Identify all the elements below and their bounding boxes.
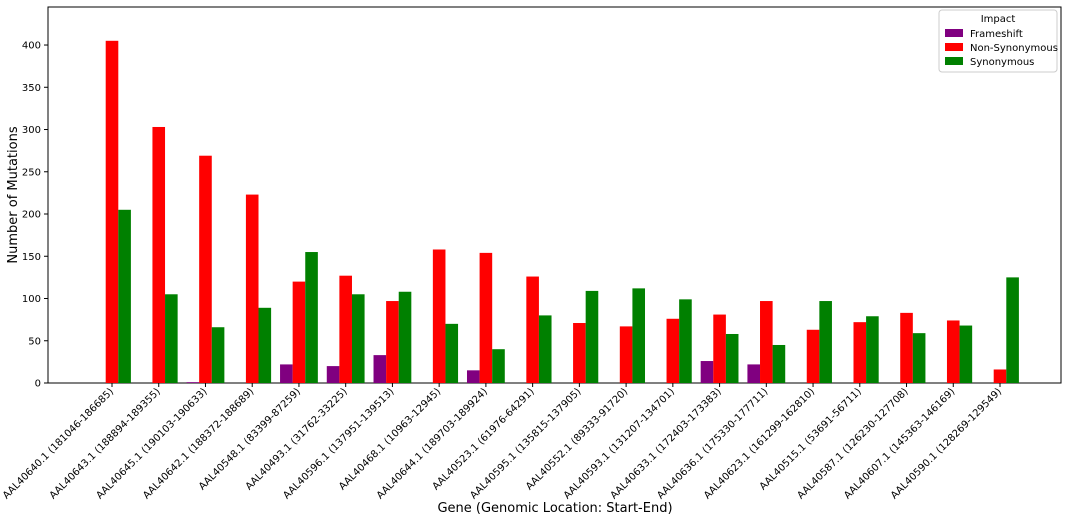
bar-frameshift-8 [466,370,480,383]
legend-label-2: Synonymous [970,57,1034,68]
bar-non-synonymous-2 [199,155,212,383]
bar-frameshift-6 [373,355,387,383]
x-tick-label-11: AAL40552.1 (89333-91720) [524,386,630,492]
bar-synonymous-11 [632,288,646,383]
bar-non-synonymous-6 [386,301,399,383]
bar-non-synonymous-9 [526,276,539,383]
bars-group [105,40,1019,384]
bar-synonymous-17 [912,333,926,383]
bar-non-synonymous-3 [245,194,259,383]
bar-frameshift-5 [326,366,340,383]
bar-synonymous-4 [305,252,318,383]
x-tick-label-4: AAL40548.1 (83399-87259) [197,386,303,492]
bar-non-synonymous-18 [946,320,960,383]
bar-synonymous-18 [959,325,973,383]
bar-non-synonymous-14 [760,301,773,383]
bar-non-synonymous-17 [900,312,913,383]
legend-label-1: Non-Synonymous [970,43,1058,54]
bar-synonymous-1 [165,294,178,383]
legend-swatch-2 [945,57,963,65]
bar-frameshift-2 [186,382,200,383]
y-tick-label-7: 350 [22,83,41,94]
y-tick-label-1: 50 [28,336,41,347]
bar-synonymous-2 [211,327,225,383]
plot-area [47,6,1062,384]
y-axis: 0 50 100 150 200 250 300 350 400 [22,41,48,390]
bar-synonymous-3 [258,307,272,383]
bar-non-synonymous-7 [432,249,446,383]
bar-non-synonymous-10 [573,323,586,383]
bar-frameshift-13 [700,361,714,383]
bar-synonymous-19 [1006,277,1019,383]
legend: Impact Frameshift Non-Synonymous Synonymou… [938,9,1058,73]
y-tick-label-2: 100 [22,294,41,305]
y-tick-label-0: 0 [35,379,41,390]
bar-non-synonymous-19 [993,369,1007,383]
bar-non-synonymous-12 [666,318,680,383]
x-tick-label-7: AAL40468.1 (10963-12945) [337,386,443,492]
bar-synonymous-16 [866,316,879,383]
y-tick-label-8: 400 [22,41,41,52]
y-tick-label-6: 300 [22,125,41,136]
bar-frameshift-14 [747,364,761,383]
bar-synonymous-6 [398,291,412,383]
y-tick-label-4: 200 [22,210,41,221]
bar-non-synonymous-4 [292,281,306,383]
x-tick-label-5: AAL40493.1 (31762-33225) [244,386,350,492]
legend-swatch-1 [945,43,963,51]
bar-non-synonymous-13 [713,314,726,383]
bar-non-synonymous-11 [619,326,633,383]
bar-non-synonymous-8 [479,252,493,383]
bar-synonymous-14 [772,344,786,383]
bar-synonymous-12 [679,299,692,383]
x-axis: AAL40640.1 (181046-186685)AAL40643.1 (18… [1,383,1004,501]
bar-non-synonymous-1 [152,126,166,383]
y-axis-title: Number of Mutations [6,126,21,263]
bar-synonymous-9 [538,315,552,383]
bar-synonymous-10 [585,290,599,383]
bar-non-synonymous-0 [105,40,119,384]
bar-synonymous-5 [351,294,365,383]
bar-synonymous-15 [819,301,832,383]
bar-non-synonymous-16 [853,322,867,383]
y-tick-label-3: 150 [22,252,41,263]
y-tick-label-5: 250 [22,167,41,178]
bar-non-synonymous-15 [806,329,820,383]
x-tick-label-16: AAL40515.1 (53691-56711) [758,386,864,492]
legend-swatch-0 [945,29,963,37]
bar-synonymous-13 [725,333,739,383]
bar-synonymous-8 [492,349,505,383]
x-tick-label-9: AAL40523.1 (61976-64291) [431,386,537,492]
legend-label-0: Frameshift [970,29,1023,40]
x-axis-title: Gene (Genomic Location: Start-End) [437,501,672,516]
bar-non-synonymous-5 [339,275,352,383]
legend-items: Frameshift Non-Synonymous Synonymous [945,29,1058,68]
legend-box [938,9,1058,73]
legend-title: Impact [981,14,1016,25]
bar-synonymous-0 [118,209,131,383]
bar-frameshift-4 [280,364,293,383]
bar-synonymous-7 [445,323,459,383]
